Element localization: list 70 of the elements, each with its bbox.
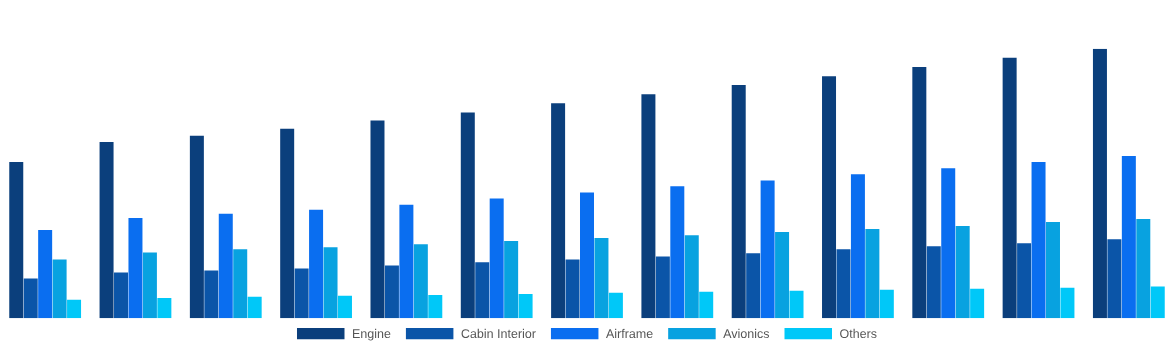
bar <box>128 217 143 319</box>
bar <box>428 294 443 319</box>
bar <box>684 235 699 319</box>
bar <box>1002 57 1017 319</box>
bar <box>489 198 504 319</box>
bar <box>204 270 219 319</box>
bar <box>399 204 414 319</box>
legend-label: Others <box>840 328 877 339</box>
bar <box>608 292 623 319</box>
bar <box>912 66 927 319</box>
bar <box>218 213 233 319</box>
bar <box>655 256 670 319</box>
bar <box>114 272 129 319</box>
bar <box>865 228 880 319</box>
bar <box>551 103 566 319</box>
bar <box>52 259 67 319</box>
bar <box>1136 218 1151 319</box>
bar <box>1121 155 1136 319</box>
legend-label: Cabin Interior <box>461 328 536 339</box>
bar <box>926 246 941 319</box>
bar <box>1150 286 1165 319</box>
bar <box>836 249 851 319</box>
bar <box>9 162 24 319</box>
bar <box>565 259 580 319</box>
legend-label: Airframe <box>605 328 653 339</box>
legend-label: Avionics <box>723 328 770 339</box>
bar <box>850 174 865 319</box>
bar <box>280 128 295 319</box>
bar <box>67 299 82 319</box>
bar <box>23 278 38 319</box>
bar <box>99 141 114 319</box>
bar <box>142 252 157 319</box>
bar <box>941 168 956 319</box>
bar <box>475 262 490 319</box>
bar <box>1031 162 1046 319</box>
legend-label: Engine <box>353 328 391 341</box>
bar <box>1060 287 1075 319</box>
bar <box>460 112 475 319</box>
bar <box>294 268 309 319</box>
bar <box>1107 239 1122 319</box>
bar <box>970 288 985 319</box>
bar <box>518 293 533 319</box>
bar <box>413 244 428 319</box>
bar <box>699 291 714 319</box>
bar <box>789 290 804 319</box>
bar <box>504 241 519 319</box>
bar <box>189 135 204 319</box>
bar <box>1017 243 1032 319</box>
bar <box>1092 48 1107 319</box>
bar <box>384 265 399 319</box>
bar <box>760 180 775 319</box>
bar <box>955 225 970 319</box>
bar <box>775 231 790 319</box>
bar <box>309 209 324 319</box>
bar <box>337 295 352 319</box>
bar <box>38 230 53 319</box>
bar <box>370 120 385 319</box>
bar <box>247 296 262 319</box>
bar <box>879 289 894 319</box>
bar <box>594 238 609 319</box>
bar <box>746 253 761 319</box>
bar <box>731 85 746 319</box>
bar <box>157 297 172 319</box>
bar <box>641 94 656 319</box>
bar <box>670 186 685 319</box>
bar <box>1045 221 1060 319</box>
bar <box>233 249 248 319</box>
bar <box>580 192 594 319</box>
bar <box>822 76 837 319</box>
bar <box>323 247 338 319</box>
